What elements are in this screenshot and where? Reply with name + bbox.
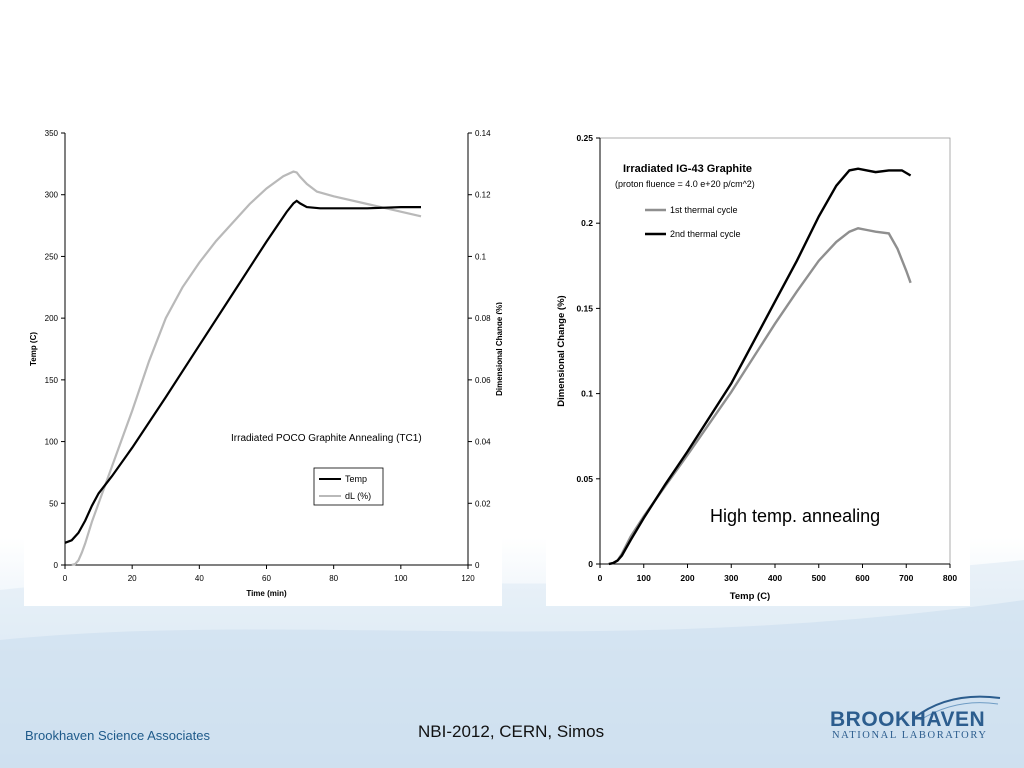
x-tick-label: 0	[598, 573, 603, 583]
x-tick-label: 600	[855, 573, 869, 583]
y2-tick-label: 0.14	[475, 129, 491, 138]
x-tick-label: 300	[724, 573, 738, 583]
chart-poco-annealing: 0 20 40 60 80 100 120 0 50 100 150 200 250 300 350 0 0.0…	[24, 120, 504, 606]
x-tick-label: 120	[461, 574, 475, 583]
x-tick-label: 200	[680, 573, 694, 583]
y2-axis-label: Dimensional Change (%)	[495, 302, 502, 396]
x-tick-label: 80	[329, 574, 338, 583]
series-line-2nd-cycle	[608, 167, 912, 566]
y2-tick-label: 0.04	[475, 438, 491, 447]
y2-tick-label: 0.12	[475, 191, 491, 200]
x-tick-label: 800	[943, 573, 957, 583]
chart-subtitle: (proton fluence = 4.0 e+20 p/cm^2)	[615, 179, 755, 189]
x-tick-label: 60	[262, 574, 271, 583]
y-axis-label: Temp (C)	[29, 332, 38, 366]
y-tick-label: 0.2	[581, 218, 593, 228]
legend-label-temp: Temp	[345, 474, 367, 484]
x-tick-label: 100	[394, 574, 408, 583]
chart-poco-svg: 0 20 40 60 80 100 12005010015020025030035000.0…	[29, 129, 504, 598]
legend-box	[313, 467, 384, 506]
y2-tick-label: 0	[475, 561, 480, 570]
logo-main-text: BROOKHAVEN	[830, 708, 986, 731]
plot-frame	[599, 137, 951, 565]
y-tick-label: 0	[588, 559, 593, 569]
y-tick-label: 350	[45, 129, 59, 138]
chart-title: Irradiated POCO Graphite Annealing (TC1)	[231, 433, 422, 444]
y-tick-label: 250	[45, 252, 59, 261]
legend-label-dl: dL (%)	[345, 491, 371, 501]
y-tick-label: 50	[49, 499, 58, 508]
y-tick-label: 100	[45, 438, 59, 447]
y2-tick-label: 0.06	[475, 376, 491, 385]
x-tick-label: 100	[637, 573, 651, 583]
chart-ig43-svg: 0 100 200 300 400 500 600 700 800 0 0.05 0.1 0.15 0.2…	[556, 133, 957, 602]
logo-sub-text: NATIONAL LABORATORY	[832, 730, 988, 741]
y-tick-label: 200	[45, 314, 59, 323]
y-tick-label: 0.05	[576, 474, 593, 484]
brookhaven-logo: BROOKHAVEN NATIONAL LABORATORY	[830, 695, 1002, 746]
x-tick-label: 700	[899, 573, 913, 583]
y-tick-label: 0.25	[576, 133, 593, 143]
legend-label-2nd: 2nd thermal cycle	[670, 229, 741, 239]
y-tick-label: 0.15	[576, 303, 593, 313]
y-tick-label: 150	[45, 376, 59, 385]
annotation-high-temp: High temp. annealing	[710, 506, 880, 526]
y-tick-label: 0.1	[581, 389, 593, 399]
y-axis-label: Dimensional Change (%)	[556, 295, 567, 406]
x-tick-label: 500	[812, 573, 826, 583]
series-line-dl	[71, 170, 422, 567]
y2-tick-label: 0.08	[475, 314, 491, 323]
x-tick-label: 0	[63, 574, 68, 583]
chart-title: Irradiated IG-43 Graphite	[623, 163, 752, 175]
x-tick-label: 400	[768, 573, 782, 583]
series-line-temp	[64, 199, 421, 544]
x-axis-label: Time (min)	[246, 589, 287, 598]
logo-arc-icon	[913, 695, 1001, 721]
legend-label-1st: 1st thermal cycle	[670, 205, 738, 215]
x-tick-label: 20	[128, 574, 137, 583]
y2-tick-label: 0.02	[475, 499, 491, 508]
footer-organization: Brookhaven Science Associates	[25, 728, 210, 743]
y2-tick-label: 0.1	[475, 252, 487, 261]
footer-citation: NBI-2012, CERN, Simos	[418, 722, 605, 741]
x-axis-label: Temp (C)	[730, 591, 770, 602]
chart-ig43-dimensional-change: 0 100 200 300 400 500 600 700 800 0 0.05 0.1 0.15 0.2…	[546, 124, 970, 606]
y-tick-label: 300	[45, 191, 59, 200]
y-tick-label: 0	[54, 561, 59, 570]
x-tick-label: 40	[195, 574, 204, 583]
